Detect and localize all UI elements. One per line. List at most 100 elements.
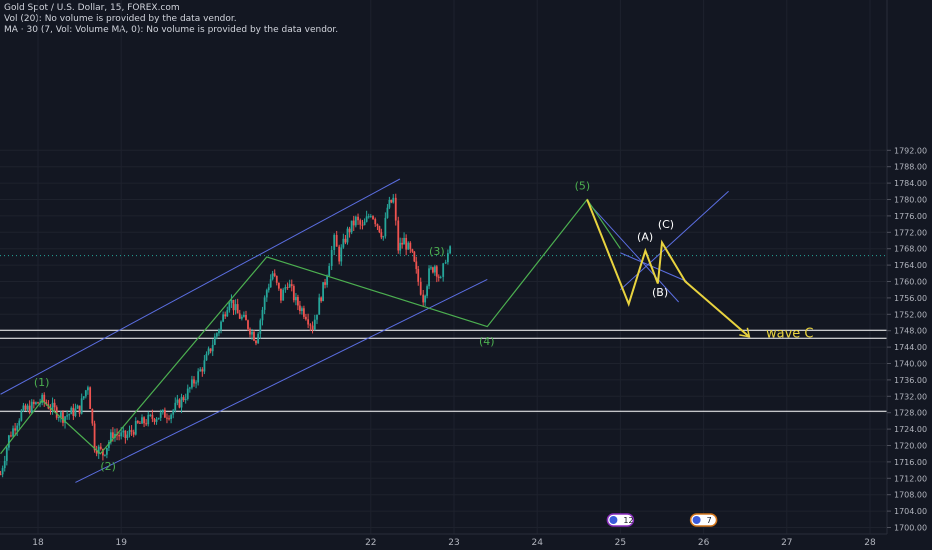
candle-body	[316, 314, 318, 320]
grid	[0, 0, 887, 534]
price-tick-label: 1728.00	[894, 409, 927, 418]
candle-body	[213, 336, 216, 345]
candle-body	[311, 325, 314, 330]
candle-body	[43, 394, 46, 403]
candle-body	[89, 387, 92, 409]
candle-body	[126, 434, 129, 439]
candle-body	[433, 266, 436, 273]
candle-body	[442, 263, 445, 277]
elliott-waves[interactable]: (1) (2) (3) (4) (5) (A) (B) (C) wave C	[0, 179, 814, 473]
candle-body	[392, 197, 395, 203]
candle-body	[247, 320, 249, 329]
candle-body	[99, 446, 102, 449]
candle-body	[45, 402, 48, 405]
channel-line	[75, 279, 488, 483]
candle-body	[62, 412, 64, 423]
ma-indicator-legend[interactable]: MA · 30 (7, Vol: Volume MA, 0): No volum…	[4, 25, 339, 35]
candle-body	[109, 432, 112, 443]
candle-body	[64, 416, 66, 423]
candle-body	[320, 297, 323, 302]
candle-body	[166, 417, 168, 419]
event-badges[interactable]: 1272	[606, 513, 932, 527]
candle-body	[35, 402, 37, 405]
wave-label: (4)	[479, 335, 495, 348]
wave-c-annotation: wave C	[766, 327, 814, 342]
candle-body	[5, 447, 8, 461]
symbol-title[interactable]: Gold Spot / U.S. Dollar, 15, FOREX.com	[4, 3, 180, 13]
price-tick-label: 1720.00	[894, 442, 927, 451]
candle-body	[228, 302, 231, 311]
candle-body	[37, 402, 39, 404]
candle-body	[199, 369, 202, 372]
candle-body	[134, 421, 137, 435]
candle-body	[422, 294, 425, 303]
candle-body	[230, 299, 233, 303]
candle-body	[76, 405, 79, 409]
candle-body	[151, 414, 154, 419]
volume-indicator-legend[interactable]: Vol (20): No volume is provided by the d…	[4, 14, 237, 24]
candle-body	[330, 249, 333, 267]
candle-body	[432, 267, 434, 273]
candle-body	[417, 269, 420, 282]
candle-body	[275, 276, 278, 283]
candle-body	[143, 417, 145, 424]
price-tick-label: 1792.00	[894, 146, 927, 155]
candle-body	[295, 297, 297, 301]
candle-body	[93, 423, 96, 451]
price-tick-label: 1732.00	[894, 392, 927, 401]
candle-body	[290, 284, 293, 287]
price-tick-label: 1756.00	[894, 294, 927, 303]
candle-body	[251, 331, 253, 335]
candle-body	[136, 421, 139, 423]
candle-body	[197, 371, 200, 383]
time-axis[interactable]: 1819222324252627282930	[0, 533, 932, 548]
candle-body	[273, 273, 276, 277]
price-tick-label: 1776.00	[894, 212, 927, 221]
candle-body	[120, 432, 123, 437]
candle-body	[263, 297, 266, 310]
candle-body	[224, 314, 227, 317]
candle-body	[318, 297, 321, 315]
candle-body	[424, 295, 427, 303]
candle-body	[386, 207, 389, 218]
time-tick-label: 25	[615, 538, 626, 548]
candle-body	[51, 402, 54, 410]
candle-body	[203, 360, 206, 372]
candle-body	[249, 328, 251, 335]
candle-body	[226, 310, 229, 317]
candle-body	[322, 282, 324, 302]
candle-body	[284, 287, 287, 290]
candle-body	[378, 226, 381, 233]
candle-body	[24, 405, 27, 410]
time-tick-label: 28	[864, 538, 876, 548]
candle-body	[350, 220, 353, 233]
candle-body	[91, 408, 94, 424]
wave-label: (3)	[429, 245, 445, 258]
candle-body	[390, 199, 393, 203]
wave-label: (A)	[637, 231, 653, 244]
price-axis[interactable]: 1700.00 1704.00 1708.00 1712.00 1716.00 1720.…	[886, 0, 932, 550]
price-tick-label: 1768.00	[894, 245, 927, 254]
candles	[0, 193, 452, 478]
candle-body	[124, 430, 127, 439]
candle-body	[243, 314, 245, 317]
candle-body	[180, 397, 183, 408]
candle-body	[369, 216, 372, 218]
candle-body	[238, 313, 241, 319]
price-tick-label: 1744.00	[894, 343, 927, 352]
candle-body	[107, 442, 110, 448]
price-tick-label: 1788.00	[894, 163, 927, 172]
candle-body	[399, 242, 402, 251]
candle-body	[413, 251, 416, 262]
candle-body	[132, 431, 135, 435]
candle-body	[209, 348, 212, 352]
candle-body	[70, 407, 73, 415]
candle-body	[155, 419, 158, 422]
candle-body	[305, 316, 307, 320]
candle-body	[437, 276, 440, 278]
candle-body	[30, 401, 33, 413]
projection-arrowhead	[739, 327, 751, 338]
candle-body	[444, 262, 447, 264]
candle-body	[380, 232, 383, 238]
